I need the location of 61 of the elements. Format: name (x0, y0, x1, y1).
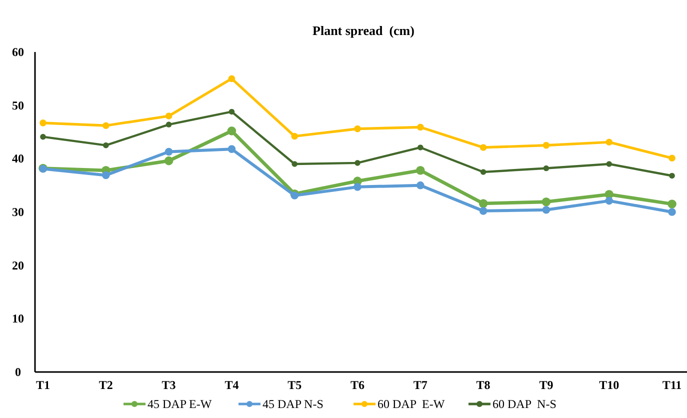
point (354, 125, 361, 132)
point (228, 145, 236, 153)
point (480, 169, 486, 175)
point (292, 161, 298, 167)
point (605, 196, 613, 205)
x-tick-label: T5 (288, 378, 302, 392)
point (165, 112, 172, 120)
x-tick-label: T11 (662, 378, 682, 392)
point (479, 207, 488, 215)
legend-label: 45 DAP E-W (148, 397, 212, 411)
point (290, 192, 298, 200)
point (291, 132, 298, 140)
point (542, 142, 550, 149)
point (606, 138, 612, 146)
point (478, 199, 488, 208)
legend-label: 45 DAP N-S (262, 397, 324, 411)
point (228, 75, 236, 82)
point (542, 206, 550, 214)
x-tick-label: T4 (224, 378, 239, 392)
point (416, 166, 425, 175)
point (418, 144, 424, 150)
point (164, 156, 174, 166)
point (40, 134, 46, 140)
point (164, 148, 173, 156)
point (417, 124, 424, 131)
x-tick-label: T2 (98, 378, 113, 392)
point (668, 208, 676, 216)
x-tick-label: T9 (539, 378, 554, 392)
chart-title: Plant spread (cm) (312, 23, 414, 38)
point (354, 183, 362, 191)
point (354, 160, 360, 166)
y-tick-label: 60 (12, 45, 24, 59)
x-tick-label: T8 (476, 378, 490, 392)
x-tick-label: T3 (162, 378, 176, 392)
point (543, 165, 550, 172)
legend-label: 60 DAP N-S (492, 397, 556, 411)
y-tick-label: 10 (12, 312, 24, 326)
legend-label: 60 DAP E-W (378, 397, 446, 411)
y-tick-label: 20 (12, 258, 24, 272)
y-tick-label: 30 (12, 205, 24, 219)
point (606, 161, 612, 167)
point (480, 144, 487, 151)
y-tick-label: 0 (15, 365, 21, 379)
y-tick-label: 40 (12, 152, 24, 166)
point (669, 172, 675, 179)
point (416, 181, 424, 190)
point (668, 200, 676, 208)
x-tick-label: T10 (599, 378, 620, 392)
point (166, 122, 172, 128)
point (40, 120, 46, 126)
point (103, 142, 109, 148)
point (102, 171, 110, 180)
point (668, 154, 676, 162)
point (542, 197, 551, 206)
y-tick-label: 50 (12, 98, 24, 112)
point (228, 108, 235, 115)
x-tick-label: T6 (350, 378, 365, 392)
x-tick-label: T7 (413, 378, 428, 392)
point (227, 126, 236, 136)
x-tick-label: T1 (36, 378, 50, 392)
point (102, 122, 110, 129)
